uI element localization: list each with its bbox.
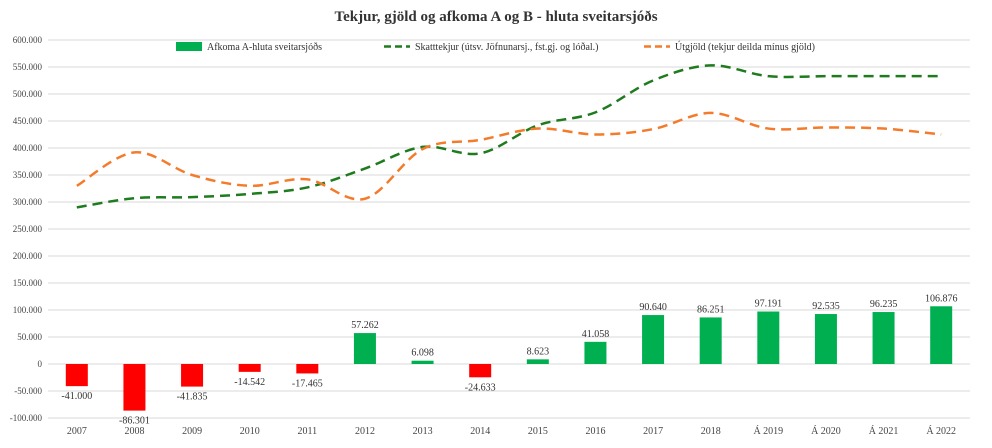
bar-data-label: -41.000 (61, 391, 92, 402)
x-tick-label: Á 2022 (926, 425, 956, 437)
y-tick-label: 450.000 (13, 116, 43, 126)
bar-data-label: -41.835 (177, 392, 208, 403)
y-tick-label: 200.000 (13, 251, 43, 261)
bar (815, 314, 837, 364)
x-tick-label: 2008 (124, 426, 144, 437)
bar-data-label: -86.301 (119, 416, 150, 427)
y-tick-label: -100.000 (10, 413, 43, 423)
bar (757, 312, 779, 364)
bar-data-label: -24.633 (465, 382, 496, 393)
bar-data-label: 57.262 (351, 320, 379, 331)
bar (584, 342, 606, 364)
x-tick-label: 2009 (182, 426, 202, 437)
y-tick-label: 500.000 (13, 89, 43, 99)
chart-title: Tekjur, gjöld og afkoma A og B - hluta s… (334, 9, 657, 25)
x-tick-label: 2016 (585, 426, 605, 437)
legend-item: Skatttekjur (útsv. Jöfnunarsj., fst.gj. … (384, 42, 599, 53)
bar (123, 364, 145, 411)
bar (642, 315, 664, 364)
y-tick-label: 50.000 (17, 332, 42, 342)
legend: Afkoma A-hluta sveitarsjóðs Skatttekjur (… (176, 41, 815, 53)
line-series-utgjold (77, 113, 941, 200)
y-tick-label: 150.000 (13, 278, 43, 288)
bar-data-label: -17.465 (292, 378, 323, 389)
bar-data-label: 96.235 (870, 299, 898, 310)
legend-swatch-bar (176, 42, 202, 51)
x-tick-label: Á 2019 (753, 425, 783, 437)
y-tick-label: 250.000 (13, 224, 43, 234)
x-tick-label: 2011 (297, 426, 317, 437)
x-tick-label: 2018 (701, 426, 721, 437)
bar (412, 361, 434, 364)
y-tick-label: -50.000 (14, 386, 42, 396)
y-tick-label: 100.000 (13, 305, 43, 315)
bar (66, 364, 88, 386)
bar-data-label: 92.535 (812, 301, 840, 312)
bar (296, 364, 318, 373)
bar-data-label: 106.876 (925, 293, 958, 304)
x-tick-label: 2014 (470, 426, 490, 437)
bar-data-label: 90.640 (639, 302, 667, 313)
x-tick-label: 2013 (413, 426, 433, 437)
y-tick-label: 300.000 (13, 197, 43, 207)
legend-item: Útgjöld (tekjur deilda mínus gjöld) (644, 41, 815, 53)
y-tick-label: 0 (38, 359, 43, 369)
y-tick-label: 350.000 (13, 170, 43, 180)
legend-label: Útgjöld (tekjur deilda mínus gjöld) (675, 41, 815, 53)
bar-data-label: 86.251 (697, 304, 725, 315)
bar (527, 359, 549, 364)
bar (873, 312, 895, 364)
x-tick-label: 2015 (528, 426, 548, 437)
bar-data-label: -14.542 (234, 377, 265, 388)
x-tick-label: Á 2021 (869, 425, 899, 437)
bar-data-label: 8.623 (527, 346, 550, 357)
x-tick-label: 2017 (643, 426, 663, 437)
legend-label: Afkoma A-hluta sveitarsjóðs (207, 42, 322, 53)
bar-data-label: 41.058 (582, 329, 610, 340)
bar (700, 317, 722, 364)
x-tick-label: 2010 (240, 426, 260, 437)
bar (239, 364, 261, 372)
bar (354, 333, 376, 364)
legend-item: Afkoma A-hluta sveitarsjóðs (176, 42, 322, 53)
bar (181, 364, 203, 387)
bar-data-label: 6.098 (411, 348, 434, 359)
legend-label: Skatttekjur (útsv. Jöfnunarsj., fst.gj. … (415, 42, 599, 53)
y-tick-label: 550.000 (13, 62, 43, 72)
line-series-skatttekjur (77, 65, 941, 207)
bar (930, 306, 952, 364)
bar-data-label: 97.191 (755, 299, 783, 310)
line-layer (77, 65, 941, 207)
y-tick-label: 600.000 (13, 35, 43, 45)
y-tick-label: 400.000 (13, 143, 43, 153)
bar (469, 364, 491, 377)
x-tick-label: 2007 (67, 426, 87, 437)
x-tick-label: Á 2020 (811, 425, 841, 437)
x-tick-label: 2012 (355, 426, 375, 437)
